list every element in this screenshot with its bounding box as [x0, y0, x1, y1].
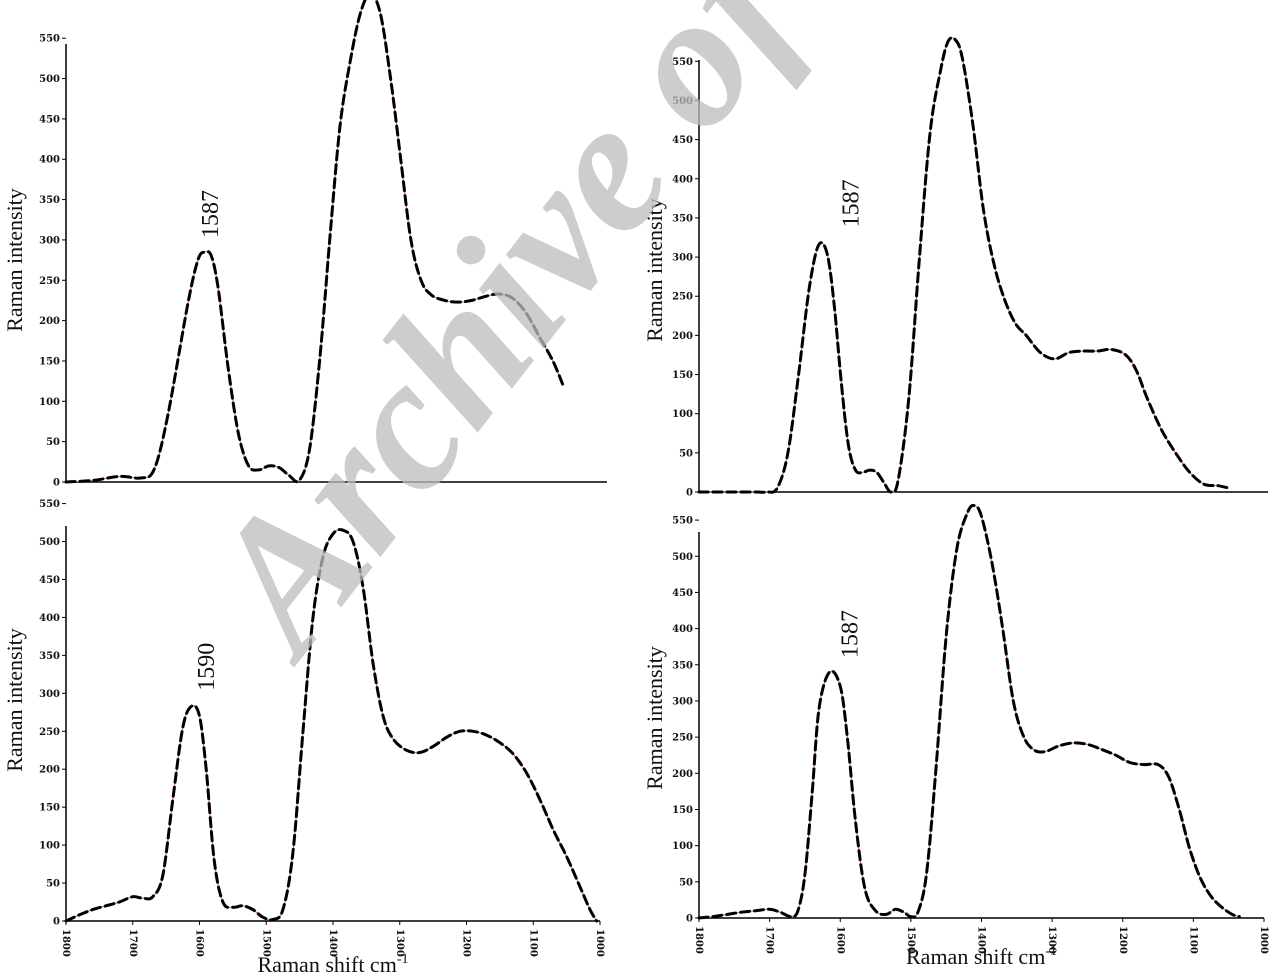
x-axis-title-text: Raman shift cm	[258, 952, 397, 977]
y-tick-label: 150	[39, 356, 60, 367]
x-axis-title: Raman shift cm-1	[258, 952, 409, 977]
y-axis-title: Raman intensity	[2, 628, 27, 772]
x-tick-label: 1400	[976, 926, 987, 954]
y-tick-label: 200	[39, 765, 60, 776]
y-tick-label: 200	[672, 331, 693, 342]
x-tick-label: 1800	[60, 929, 71, 957]
y-tick-label: 450	[39, 114, 60, 125]
x-axis-title-superscript: -1	[1045, 944, 1057, 959]
peak-annotation: 1590	[194, 643, 220, 691]
y-tick-label: 300	[39, 689, 60, 700]
y-tick-label: 450	[672, 588, 693, 599]
series-line	[64, 0, 565, 484]
y-tick-label: 200	[672, 769, 693, 780]
y-tick-label: 100	[672, 409, 693, 420]
y-tick-label: 400	[39, 155, 60, 166]
y-tick-label: 500	[672, 552, 693, 563]
x-axis-title-text: Raman shift cm	[906, 944, 1045, 969]
y-tick-label: 200	[39, 316, 60, 327]
x-tick-label: 1700	[127, 929, 138, 957]
y-tick-label: 250	[39, 727, 60, 738]
x-tick-label: 1100	[527, 929, 538, 957]
y-tick-label: 50	[46, 437, 60, 448]
y-tick-label: 250	[672, 733, 693, 744]
peak-annotation: 1587	[837, 610, 863, 658]
y-tick-label: 0	[686, 914, 693, 925]
chart-panel-bottom-left: 0 50 100 150 200 250 300 350 400 450 500 550 1800 170…	[2, 499, 605, 977]
y-tick-label: 100	[672, 841, 693, 852]
x-tick-label: 1700	[764, 926, 775, 954]
x-tick-label: 1300	[394, 929, 405, 957]
y-tick-label: 350	[39, 651, 60, 662]
y-tick-label: 0	[53, 478, 60, 489]
y-tick-label: 450	[672, 135, 693, 146]
y-tick-label: 400	[39, 613, 60, 624]
peak-annotation: 1587	[198, 190, 224, 238]
y-tick-label: 0	[53, 917, 60, 928]
x-axis-title-superscript: -1	[397, 952, 409, 967]
watermark-text: Archive of SID	[161, 0, 1060, 694]
x-tick-label: 1800	[693, 926, 704, 954]
y-tick-label: 150	[672, 370, 693, 381]
y-tick-label: 150	[39, 803, 60, 814]
x-tick-label: 1500	[260, 929, 271, 957]
y-tick-label: 50	[679, 448, 693, 459]
series-line-underlay	[698, 504, 1240, 919]
y-tick-label: 300	[672, 696, 693, 707]
y-axis-title: Raman intensity	[2, 188, 27, 332]
y-tick-label: 500	[39, 74, 60, 85]
x-tick-label: 1500	[905, 926, 916, 954]
y-tick-label: 150	[672, 805, 693, 816]
y-tick-label: 100	[39, 397, 60, 408]
y-tick-label: 50	[679, 877, 693, 888]
x-tick-label: 1200	[1117, 926, 1128, 954]
y-tick-label: 250	[672, 292, 693, 303]
y-tick-label: 400	[672, 174, 693, 185]
y-tick-label: 450	[39, 575, 60, 586]
x-tick-label: 1200	[461, 929, 472, 957]
y-axis-title: Raman intensity	[642, 646, 667, 790]
chart-panel-bottom-right: 0 50 100 150 200 250 300 350 400 450 500 550 1800 170…	[642, 503, 1269, 969]
y-tick-label: 550	[672, 516, 693, 527]
y-axis-title: Raman intensity	[642, 198, 667, 342]
y-tick-label: 350	[672, 660, 693, 671]
y-tick-label: 550	[672, 57, 693, 68]
y-tick-label: 350	[39, 195, 60, 206]
chart-panel-top-left: 0 50 100 150 200 250 300 350 400 450 500 550 Raman i…	[2, 0, 607, 489]
y-tick-label: 400	[672, 624, 693, 635]
y-tick-label: 50	[46, 879, 60, 890]
y-tick-label: 550	[39, 34, 60, 45]
chart-panel-top-right: 0 50 100 150 200 250 300 350 400 450 500 550 Raman i…	[642, 36, 1268, 499]
y-tick-label: 100	[39, 841, 60, 852]
y-tick-label: 550	[39, 499, 60, 510]
y-tick-label: 250	[39, 276, 60, 287]
y-tick-label: 300	[672, 253, 693, 264]
x-axis-title: Raman shift cm-1	[906, 944, 1057, 969]
peak-annotation: 1587	[838, 179, 864, 227]
x-tick-label: 1000	[594, 929, 605, 957]
y-tick-label: 0	[686, 488, 693, 499]
x-tick-label: 1400	[327, 929, 338, 957]
series-line	[64, 528, 599, 923]
y-tick-label: 300	[39, 235, 60, 246]
y-tick-label: 500	[39, 537, 60, 548]
x-tick-label: 1100	[1187, 926, 1198, 954]
x-tick-label: 1300	[1046, 926, 1057, 954]
y-tick-label: 500	[672, 96, 693, 107]
x-tick-label: 1600	[834, 926, 845, 954]
y-tick-label: 350	[672, 213, 693, 224]
x-tick-label: 1000	[1258, 926, 1269, 954]
series-line	[697, 36, 1231, 494]
series-line	[697, 503, 1241, 920]
x-tick-label: 1600	[194, 929, 205, 957]
